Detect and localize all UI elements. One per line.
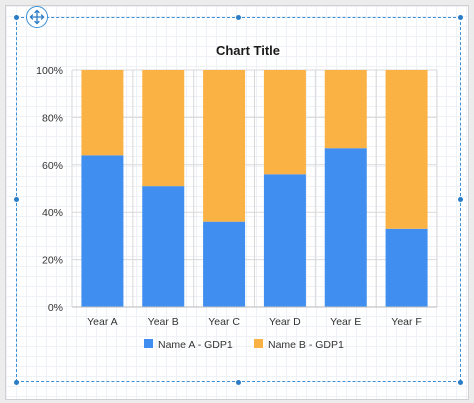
y-tick-label: 100% xyxy=(36,65,63,77)
bar-series-a-year-c[interactable] xyxy=(203,221,246,307)
resize-handle-bottom-center[interactable] xyxy=(236,380,241,385)
x-tick-label: Year E xyxy=(330,316,361,328)
resize-handle-top-center[interactable] xyxy=(236,15,241,20)
legend-swatch xyxy=(254,339,263,348)
bar-series-b-year-c[interactable] xyxy=(203,70,246,222)
y-tick-label: 60% xyxy=(42,160,63,172)
resize-handle-bottom-left[interactable] xyxy=(14,380,19,385)
move-arrows-icon[interactable] xyxy=(26,6,48,28)
bar-series-b-year-f[interactable] xyxy=(385,70,428,229)
resize-handle-bottom-right[interactable] xyxy=(458,380,463,385)
bar-series-b-year-a[interactable] xyxy=(81,70,124,156)
resize-handle-middle-right[interactable] xyxy=(458,197,463,202)
bar-series-a-year-b[interactable] xyxy=(142,186,185,307)
bar-series-b-year-e[interactable] xyxy=(324,70,367,149)
bar-series-b-year-d[interactable] xyxy=(263,70,306,175)
bar-series-a-year-a[interactable] xyxy=(81,155,124,307)
y-tick-label: 0% xyxy=(48,302,63,314)
x-tick-label: Year D xyxy=(269,316,301,328)
y-tick-label: 40% xyxy=(42,207,63,219)
resize-handle-top-left[interactable] xyxy=(14,15,19,20)
x-tick-label: Year C xyxy=(208,316,240,328)
bar-series-a-year-d[interactable] xyxy=(263,174,306,307)
legend-label[interactable]: Name A - GDP1 xyxy=(158,339,233,351)
bar-series-b-year-b[interactable] xyxy=(142,70,185,187)
bar-series-a-year-f[interactable] xyxy=(385,228,428,307)
chart-title[interactable]: Chart Title xyxy=(216,43,280,58)
resize-handle-middle-left[interactable] xyxy=(14,197,19,202)
x-tick-label: Year A xyxy=(87,316,118,328)
bar-series-a-year-e[interactable] xyxy=(324,148,367,307)
x-tick-label: Year B xyxy=(148,316,179,328)
legend-label[interactable]: Name B - GDP1 xyxy=(268,339,344,351)
y-tick-label: 80% xyxy=(42,112,63,124)
legend-swatch xyxy=(144,339,153,348)
resize-handle-top-right[interactable] xyxy=(458,15,463,20)
x-tick-label: Year F xyxy=(391,316,422,328)
y-tick-label: 20% xyxy=(42,255,63,267)
